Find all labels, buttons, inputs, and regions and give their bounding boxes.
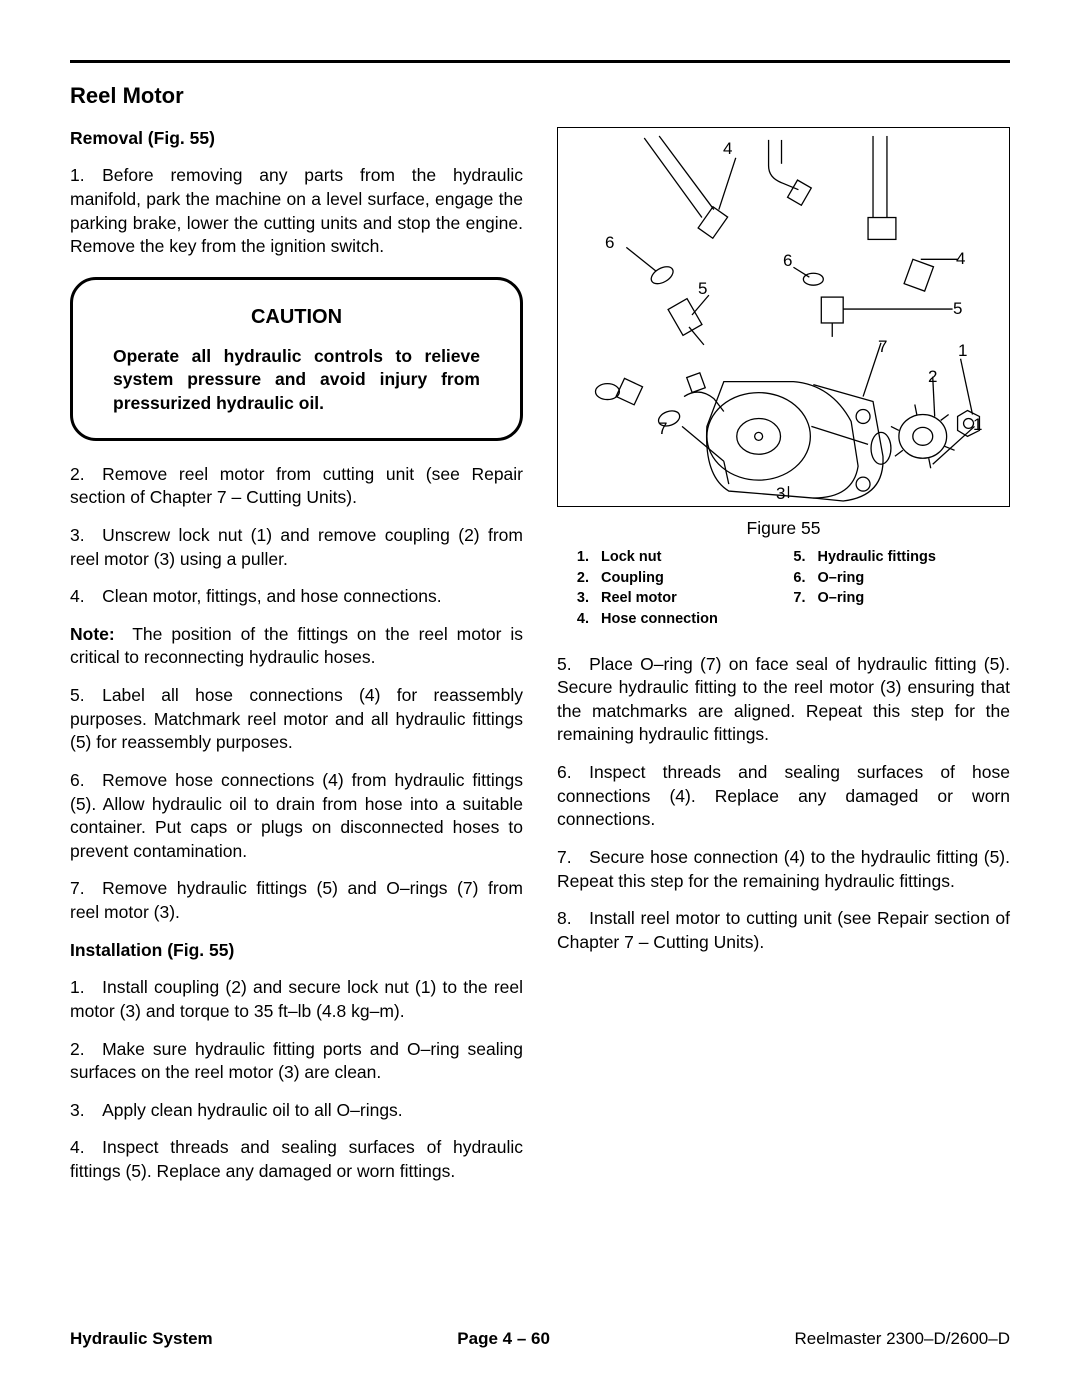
caution-title: CAUTION	[101, 304, 492, 331]
callout-1b: 1	[973, 414, 982, 437]
removal-heading: Removal (Fig. 55)	[70, 127, 523, 151]
install-step-3: 3. Apply clean hydraulic oil to all O–ri…	[70, 1099, 523, 1123]
section-title: Reel Motor	[70, 81, 1010, 111]
removal-step-5: 5. Label all hose connections (4) for re…	[70, 684, 523, 755]
legend-1-num: 1.	[567, 548, 589, 568]
figure-legend: 1. Lock nut 2. Coupling 3. Reel motor 4. Hos…	[557, 548, 1010, 630]
footer-center: Page 4 – 60	[457, 1328, 550, 1351]
legend-2-text: Coupling	[601, 569, 664, 589]
install-step-1: 1. Install coupling (2) and secure lock …	[70, 976, 523, 1023]
install-step-4: 4. Inspect threads and sealing surfaces …	[70, 1136, 523, 1183]
legend-col-left: 1. Lock nut 2. Coupling 3. Reel motor 4. Hos…	[567, 548, 784, 630]
callout-2: 2	[928, 366, 937, 389]
right-step-8: 8. Install reel motor to cutting unit (s…	[557, 907, 1010, 954]
footer-right: Reelmaster 2300–D/2600–D	[795, 1328, 1010, 1351]
installation-heading: Installation (Fig. 55)	[70, 939, 523, 963]
legend-4-text: Hose connection	[601, 610, 718, 630]
right-step-7: 7. Secure hose connection (4) to the hyd…	[557, 846, 1010, 893]
figure-55: 4 6 6 5 4 5 7 1 2 7 1 3	[557, 127, 1010, 507]
legend-4-num: 4.	[567, 610, 589, 630]
legend-7-text: O–ring	[818, 589, 865, 609]
legend-5-num: 5.	[784, 548, 806, 568]
legend-2-num: 2.	[567, 569, 589, 589]
callout-5a: 5	[698, 278, 707, 301]
caution-text: Operate all hydraulic controls to reliev…	[101, 345, 492, 416]
callout-1a: 1	[958, 340, 967, 363]
footer-left: Hydraulic System	[70, 1328, 213, 1351]
two-column-layout: Removal (Fig. 55) 1. Before removing any…	[70, 127, 1010, 1198]
legend-5-text: Hydraulic fittings	[818, 548, 936, 568]
right-step-6: 6. Inspect threads and sealing surfaces …	[557, 761, 1010, 832]
legend-3-text: Reel motor	[601, 589, 677, 609]
callout-4b: 4	[956, 248, 965, 271]
callout-7b: 7	[658, 418, 667, 441]
install-step-2: 2. Make sure hydraulic fitting ports and…	[70, 1038, 523, 1085]
right-step-5: 5. Place O–ring (7) on face seal of hydr…	[557, 653, 1010, 748]
removal-step-6: 6. Remove hose connections (4) from hydr…	[70, 769, 523, 864]
legend-7-num: 7.	[784, 589, 806, 609]
removal-step-1: 1. Before removing any parts from the hy…	[70, 164, 523, 259]
top-rule	[70, 60, 1010, 63]
left-column: Removal (Fig. 55) 1. Before removing any…	[70, 127, 523, 1198]
removal-step-7: 7. Remove hydraulic fittings (5) and O–r…	[70, 877, 523, 924]
callout-6b: 6	[783, 250, 792, 273]
removal-step-3: 3. Unscrew lock nut (1) and remove coupl…	[70, 524, 523, 571]
callout-3: 3	[776, 483, 785, 506]
figure-caption: Figure 55	[557, 517, 1010, 541]
caution-box: CAUTION Operate all hydraulic controls t…	[70, 277, 523, 441]
legend-6-num: 6.	[784, 569, 806, 589]
removal-note: Note: The position of the fittings on th…	[70, 623, 523, 670]
callout-6a: 6	[605, 232, 614, 255]
right-column: 4 6 6 5 4 5 7 1 2 7 1 3 Figure 55 1. Lock…	[557, 127, 1010, 1198]
removal-step-4: 4. Clean motor, fittings, and hose conne…	[70, 585, 523, 609]
legend-1-text: Lock nut	[601, 548, 661, 568]
legend-6-text: O–ring	[818, 569, 865, 589]
callout-4a: 4	[723, 138, 732, 161]
exploded-diagram-svg	[558, 128, 1009, 506]
callout-7a: 7	[878, 336, 887, 359]
page-footer: Hydraulic System Page 4 – 60 Reelmaster …	[70, 1328, 1010, 1351]
legend-3-num: 3.	[567, 589, 589, 609]
legend-col-right: 5. Hydraulic fittings 6. O–ring 7. O–ring	[784, 548, 1001, 630]
removal-step-2: 2. Remove reel motor from cutting unit (…	[70, 463, 523, 510]
callout-5b: 5	[953, 298, 962, 321]
